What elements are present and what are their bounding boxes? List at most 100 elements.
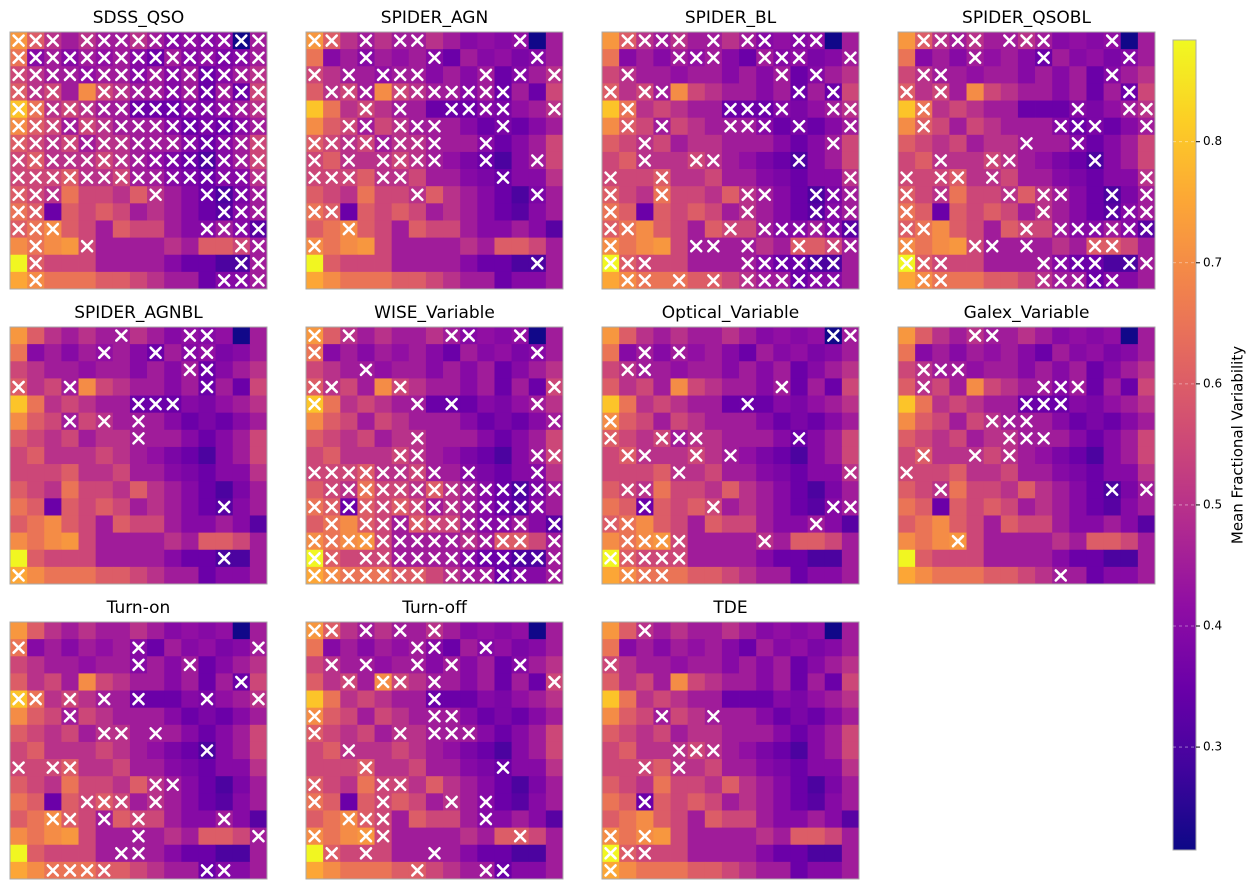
cell: [528, 827, 547, 846]
cell: [1017, 151, 1036, 170]
cell: [687, 690, 706, 709]
cell: [670, 673, 689, 691]
marker: [252, 641, 265, 654]
cell: [1017, 446, 1036, 465]
cell: [739, 622, 757, 640]
cell: [443, 169, 461, 187]
cell: [95, 844, 114, 863]
cell: [1052, 49, 1070, 67]
cell: [408, 237, 427, 256]
cell: [966, 532, 985, 551]
marker: [513, 329, 527, 342]
cell: [425, 100, 444, 119]
cell: [807, 498, 826, 516]
cell: [460, 344, 478, 362]
marker: [200, 34, 214, 47]
cell: [511, 186, 530, 204]
cell: [756, 844, 774, 863]
cell: [129, 861, 148, 880]
marker: [393, 778, 407, 792]
cell: [790, 741, 808, 760]
cell: [443, 464, 461, 482]
cell: [824, 378, 843, 396]
marker: [741, 34, 754, 47]
cell: [653, 412, 671, 431]
cell: [44, 446, 62, 465]
marker: [934, 154, 948, 167]
marker: [513, 34, 527, 47]
cell: [1035, 532, 1053, 551]
cell: [687, 254, 706, 273]
cell: [756, 724, 774, 743]
cell: [528, 169, 547, 187]
marker: [252, 68, 265, 82]
marker: [200, 119, 214, 133]
cell: [198, 254, 216, 273]
cell: [357, 254, 375, 273]
cell: [807, 639, 826, 657]
cell: [841, 741, 860, 760]
cell: [983, 220, 1002, 238]
marker: [1003, 154, 1016, 167]
cell: [739, 481, 757, 499]
marker: [462, 85, 476, 99]
cell: [932, 327, 950, 345]
cell: [1035, 117, 1053, 136]
marker: [376, 829, 390, 843]
cell: [983, 254, 1002, 273]
cell: [511, 622, 530, 640]
marker: [655, 534, 669, 548]
cell: [670, 395, 689, 414]
cell: [340, 100, 358, 119]
marker: [46, 68, 60, 82]
marker: [809, 205, 823, 219]
marker: [183, 34, 197, 47]
cell: [477, 429, 495, 448]
cell: [78, 464, 97, 482]
marker: [308, 727, 321, 740]
panel-title: Turn-on: [106, 598, 171, 618]
cell: [391, 844, 410, 863]
cell: [27, 793, 45, 811]
cell: [841, 481, 860, 499]
cell: [966, 481, 985, 499]
cell: [61, 361, 79, 379]
cell: [1137, 566, 1156, 585]
cell: [340, 237, 358, 256]
marker: [1105, 483, 1119, 497]
cell: [602, 481, 620, 499]
marker: [359, 517, 373, 531]
colorbar-tick-label: 0.8: [1203, 134, 1222, 148]
cell: [1103, 446, 1122, 465]
cell: [147, 690, 165, 709]
cell: [1120, 481, 1139, 499]
marker: [1088, 239, 1102, 253]
cell: [494, 151, 512, 170]
cell: [773, 344, 791, 362]
marker: [775, 380, 789, 394]
cell: [443, 220, 461, 238]
cell: [653, 673, 671, 691]
cell: [739, 810, 757, 828]
cell: [756, 446, 774, 465]
marker: [900, 171, 913, 184]
cell: [61, 566, 79, 585]
cell: [721, 66, 740, 84]
cell: [841, 83, 860, 101]
cell: [790, 532, 808, 551]
cell: [391, 793, 410, 811]
cell: [807, 656, 826, 674]
cell: [95, 271, 114, 290]
cell: [425, 810, 444, 828]
marker: [917, 380, 930, 394]
marker: [513, 552, 527, 565]
cell: [739, 220, 757, 238]
cell: [949, 203, 967, 221]
marker: [604, 257, 617, 270]
marker: [342, 569, 356, 582]
cell: [602, 271, 620, 290]
cell: [721, 412, 740, 431]
cell: [670, 481, 689, 499]
cell: [1035, 327, 1053, 345]
cell: [357, 673, 375, 691]
